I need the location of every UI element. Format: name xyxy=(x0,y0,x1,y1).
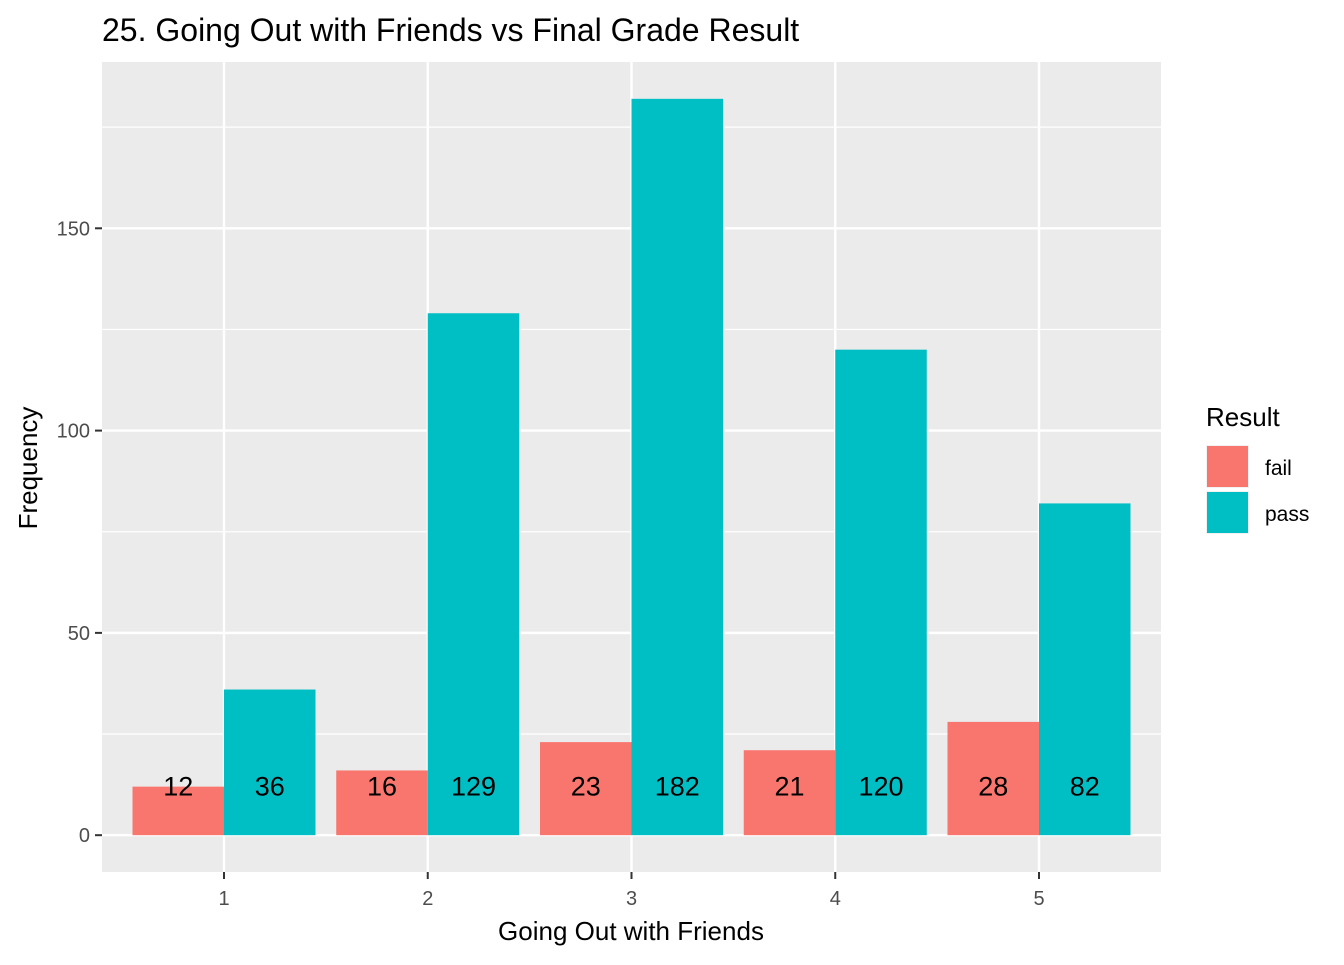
data-label-fail-4: 21 xyxy=(774,772,804,802)
data-label-fail-2: 16 xyxy=(367,772,397,802)
bar-fail-1 xyxy=(132,786,224,836)
y-tick-label: 150 xyxy=(57,218,90,240)
x-tick-label: 1 xyxy=(218,888,229,910)
data-label-pass-5: 82 xyxy=(1070,772,1100,802)
x-tick-label: 2 xyxy=(422,888,433,910)
data-label-fail-3: 23 xyxy=(571,772,601,802)
data-label-pass-4: 120 xyxy=(858,772,903,802)
x-tick-label: 4 xyxy=(830,888,841,910)
legend-swatch-fail xyxy=(1207,446,1248,487)
y-tick-label: 100 xyxy=(57,421,90,443)
legend: Result fail pass xyxy=(1206,402,1309,534)
bar-fail-4 xyxy=(743,750,836,836)
legend-label-fail: fail xyxy=(1265,457,1292,480)
data-label-pass-3: 182 xyxy=(655,772,700,802)
legend-label-pass: pass xyxy=(1265,503,1309,526)
bar-fail-5 xyxy=(947,721,1039,836)
data-label-pass-1: 36 xyxy=(255,772,285,802)
bar-pass-3 xyxy=(631,98,723,836)
data-label-fail-1: 12 xyxy=(163,772,193,802)
bar-fail-3 xyxy=(540,742,632,836)
data-labels-layer: 12 16 23 21 28 36 129 182 120 82 xyxy=(163,772,1100,802)
x-tick-label: 5 xyxy=(1033,888,1044,910)
bar-pass-4 xyxy=(835,349,927,836)
y-tick-label: 50 xyxy=(68,623,90,645)
y-axis-title: Frequency xyxy=(13,407,43,530)
x-axis-title: Going Out with Friends xyxy=(498,916,764,946)
bar-pass-2 xyxy=(427,313,520,836)
bar-pass-1 xyxy=(224,689,316,836)
x-tick-label: 3 xyxy=(626,888,637,910)
chart-title: 25. Going Out with Friends vs Final Grad… xyxy=(102,12,799,48)
legend-title: Result xyxy=(1206,402,1280,432)
bar-fail-2 xyxy=(336,770,428,836)
data-label-fail-5: 28 xyxy=(978,772,1008,802)
y-tick-label: 0 xyxy=(79,825,90,847)
legend-swatch-pass xyxy=(1207,492,1248,533)
bar-pass-5 xyxy=(1039,503,1131,836)
bars-layer xyxy=(132,98,1131,836)
legend-items: fail pass xyxy=(1206,445,1309,534)
data-label-pass-2: 129 xyxy=(451,772,496,802)
